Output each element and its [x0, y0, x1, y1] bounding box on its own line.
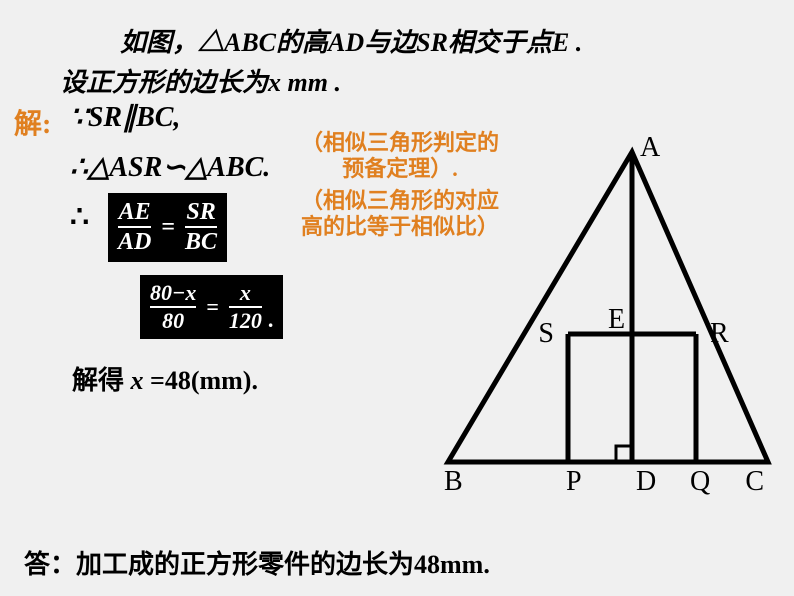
therefore-symbol: ∴ [70, 200, 89, 235]
step-1: ∵SR∥BC, [70, 100, 180, 134]
triangle-diagram: A B C D P Q S R E [430, 120, 780, 500]
fraction-1-right: SR BC [185, 199, 217, 256]
svg-text:E: E [608, 304, 625, 335]
solve-result: 解得 x =48(mm). [72, 360, 258, 397]
fraction-2-left: 80−x 80 [150, 281, 196, 333]
svg-text:S: S [538, 318, 554, 349]
svg-text:D: D [636, 466, 656, 497]
frac2-numerator-left: 80−x [150, 281, 196, 305]
svg-text:Q: Q [690, 466, 710, 497]
svg-text:C: C [745, 466, 764, 497]
fraction-2-right: x 120 [229, 281, 262, 333]
frac2-denominator-right: 120 [229, 309, 262, 333]
frac2-numerator-right: x [240, 281, 251, 305]
solution-label: 解: [14, 102, 51, 142]
fraction-1-left: AE AD [118, 199, 151, 256]
frac1-numerator-right: SR [186, 199, 215, 225]
svg-text:A: A [640, 132, 661, 163]
frac2-denominator-left: 80 [162, 309, 184, 333]
fraction-equation-2: 80−x 80 = x 120 . [140, 275, 283, 339]
frac1-numerator-left: AE [119, 199, 151, 225]
frac1-denominator-right: BC [185, 229, 217, 255]
answer-line: 答：加工成的正方形零件的边长为48mm. [24, 544, 490, 581]
equals-sign-2: = [202, 294, 223, 320]
problem-line-1: 如图，△ABC的高AD与边SR相交于点E . [120, 22, 582, 59]
solve-value: =48(mm). [150, 366, 258, 395]
svg-text:B: B [444, 466, 463, 497]
problem-line-2: 设正方形的边长为x mm . [60, 62, 341, 99]
frac1-denominator-left: AD [118, 229, 151, 255]
frac2-period: . [268, 307, 274, 333]
fraction-equation-1: AE AD = SR BC [108, 193, 227, 262]
solve-variable: x [131, 366, 151, 395]
solve-prefix: 解得 [72, 366, 131, 395]
svg-text:P: P [566, 466, 582, 497]
step-2: ∴△ASR∽△ABC. [70, 150, 270, 184]
equals-sign-1: = [157, 214, 179, 241]
svg-text:R: R [710, 318, 729, 349]
